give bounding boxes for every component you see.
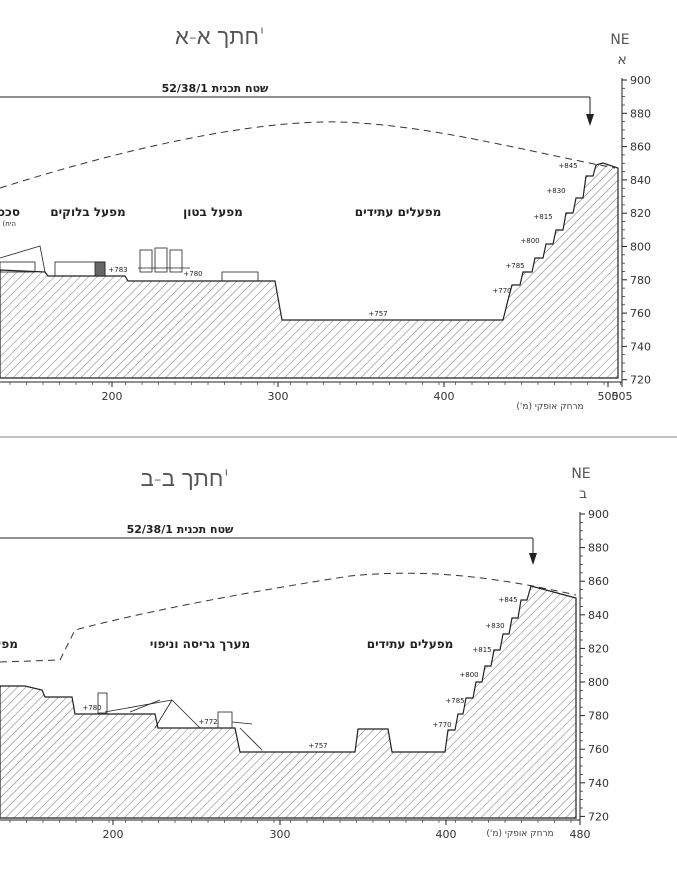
- zone-label: מערך גריסה וניפוי: [150, 637, 250, 651]
- section-b: חתך ב-ב' NE ב 52/38/1 שטח תכנית מפעל א מ…: [0, 466, 609, 841]
- concrete-plant-structures: [138, 247, 259, 282]
- section-b-marker: ב: [579, 486, 587, 502]
- y-tick-label: 900: [630, 74, 651, 87]
- zone-sublabel: (היח: [3, 220, 16, 228]
- zone-label: סכככ: [0, 205, 20, 219]
- y-tick-label: 760: [588, 743, 609, 756]
- x-axis-label: מרחק אופקי (מ'): [486, 829, 553, 839]
- zone-label: מפעל בלוקים: [50, 205, 125, 219]
- level-label: +845: [498, 596, 517, 604]
- y-tick-label: 900: [588, 508, 609, 521]
- level-label: +757: [368, 310, 387, 318]
- x-tick-label: 400: [436, 828, 457, 841]
- ground-profile: [0, 162, 619, 379]
- section-a: חתך א-א' NE א 52/38/1 שטח תכנית סכככ (הי…: [0, 25, 651, 412]
- y-tick-label: 820: [588, 642, 609, 655]
- x-tick-label: 400: [434, 390, 455, 403]
- level-label: +815: [472, 646, 491, 654]
- x-tick-label: 480: [570, 828, 591, 841]
- level-label: +770: [432, 721, 451, 729]
- block-plant-structures: [0, 245, 106, 277]
- zone-label: מפעלים עתידים: [355, 205, 442, 219]
- level-label: +785: [505, 262, 524, 270]
- y-tick-label: 780: [630, 274, 651, 287]
- zone-label: מפעל בטון: [183, 205, 243, 219]
- y-tick-label: 760: [630, 307, 651, 320]
- x-tick-label: 500: [598, 390, 619, 403]
- y-tick-label: 740: [630, 340, 651, 353]
- level-label: +800: [520, 237, 539, 245]
- level-label: +780: [82, 704, 101, 712]
- y-tick-label: 740: [588, 777, 609, 790]
- elevation-axis: 900 880 860 840 820 800 780 760 740 720: [621, 74, 651, 387]
- level-markers: +845 +830 +815 +800 +785 +770 +783 +780 …: [108, 162, 577, 318]
- y-tick-label: 720: [630, 374, 651, 387]
- zone-label: מפעל א: [0, 637, 18, 651]
- level-label: +780: [183, 270, 202, 278]
- y-tick-label: 780: [588, 710, 609, 723]
- y-tick-label: 880: [588, 542, 609, 555]
- y-tick-label: 860: [630, 141, 651, 154]
- y-tick-label: 880: [630, 107, 651, 120]
- y-tick-label: 840: [588, 609, 609, 622]
- y-tick-label: 800: [630, 241, 651, 254]
- level-label: +783: [108, 266, 127, 274]
- y-tick-label: 800: [588, 676, 609, 689]
- y-tick-label: 860: [588, 575, 609, 588]
- section-b-direction: NE: [571, 466, 590, 482]
- section-a-direction: NE: [610, 32, 629, 48]
- x-tick-label: 200: [103, 828, 124, 841]
- y-tick-label: 720: [588, 810, 609, 823]
- crushing-plant-structures: [97, 692, 263, 751]
- plan-label: 52/38/1 שטח תכנית: [127, 523, 234, 536]
- level-markers: +845 +830 +815 +800 +785 +770 +780 +772 …: [82, 596, 517, 750]
- level-label: +830: [546, 187, 565, 195]
- x-tick-label: 200: [102, 390, 123, 403]
- level-label: +815: [533, 213, 552, 221]
- level-label: +830: [485, 622, 504, 630]
- level-label: +757: [308, 742, 327, 750]
- y-tick-label: 820: [630, 207, 651, 220]
- level-label: +800: [459, 671, 478, 679]
- x-tick-label: 300: [270, 828, 291, 841]
- level-label: +785: [445, 697, 464, 705]
- x-axis-label: מרחק אופקי (מ'): [516, 402, 583, 412]
- distance-axis: 200 300 400 480 מרחק אופקי (מ'): [0, 819, 591, 841]
- section-a-marker: א: [617, 52, 626, 68]
- ground-profile: [0, 585, 577, 819]
- x-tick-label: 505: [612, 390, 633, 403]
- section-b-title: חתך ב-ב': [141, 467, 230, 492]
- plan-arrow-head-icon: [586, 114, 594, 126]
- zone-label: מפעלים עתידים: [367, 637, 454, 651]
- original-terrain-line: [0, 121, 616, 189]
- original-terrain-line: [0, 572, 577, 663]
- elevation-axis: 900 880 860 840 820 800 780 760 740 720: [579, 508, 609, 823]
- x-tick-label: 300: [268, 390, 289, 403]
- level-label: +770: [492, 287, 511, 295]
- plan-label: 52/38/1 שטח תכנית: [162, 82, 269, 95]
- level-label: +772: [198, 718, 217, 726]
- plan-arrow-head-icon: [529, 553, 537, 565]
- level-label: +845: [558, 162, 577, 170]
- y-tick-label: 840: [630, 174, 651, 187]
- section-a-title: חתך א-א': [175, 25, 265, 50]
